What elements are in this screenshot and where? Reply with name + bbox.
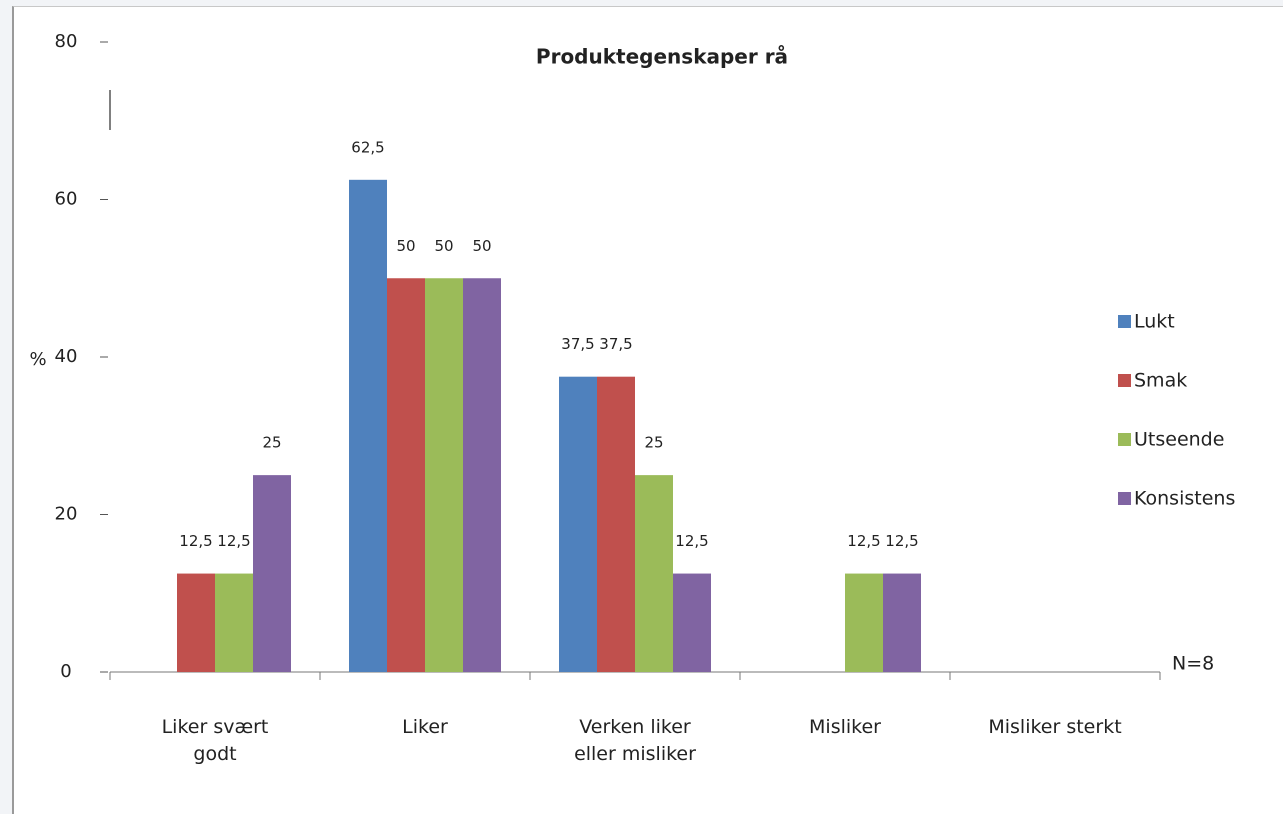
legend-swatch (1118, 492, 1131, 505)
annotation: N=8 (1172, 653, 1214, 675)
bar (425, 278, 463, 672)
value-label: 25 (644, 434, 663, 452)
y-tick-label: 0 (60, 661, 71, 682)
bar (387, 278, 425, 672)
bar (883, 573, 921, 672)
y-tick-label: 60 (55, 189, 78, 210)
legend-swatch (1118, 374, 1131, 387)
legend-swatch (1118, 315, 1131, 328)
y-tick-label: 80 (55, 31, 78, 52)
value-label: 12,5 (179, 532, 212, 550)
legend-label: Utseende (1134, 429, 1224, 451)
x-tick-label: Misliker sterkt (988, 716, 1122, 738)
bar (463, 278, 501, 672)
value-label: 37,5 (561, 335, 594, 353)
legend-label: Konsistens (1134, 488, 1235, 510)
x-tick-label: Verken liker eller misliker (574, 716, 696, 765)
value-label: 12,5 (847, 532, 880, 550)
x-tick-label: Liker svært godt (161, 716, 269, 765)
bar (253, 475, 291, 672)
value-label: 62,5 (351, 138, 384, 156)
value-label: 37,5 (599, 335, 632, 353)
legend-label: Lukt (1134, 311, 1175, 333)
chart-frame (12, 6, 1283, 814)
bar (177, 573, 215, 672)
value-label: 12,5 (885, 532, 918, 550)
bar (215, 573, 253, 672)
value-label: 50 (396, 237, 415, 255)
value-label: 12,5 (675, 532, 708, 550)
x-tick-label: Liker (402, 716, 448, 738)
y-axis-label: % (29, 349, 46, 370)
bar (597, 376, 635, 672)
value-label: 12,5 (217, 532, 250, 550)
legend-label: Smak (1134, 370, 1187, 392)
legend-swatch (1118, 433, 1131, 446)
bar (349, 179, 387, 672)
bar (845, 573, 883, 672)
x-tick-label: Misliker (809, 716, 881, 738)
bar (635, 475, 673, 672)
chart-title: Produktegenskaper rå (536, 45, 788, 69)
value-label: 50 (434, 237, 453, 255)
value-label: 50 (472, 237, 491, 255)
y-tick-label: 20 (55, 504, 78, 525)
bar (673, 573, 711, 672)
y-tick-label: 40 (55, 346, 78, 367)
value-label: 25 (262, 434, 281, 452)
bar (559, 376, 597, 672)
